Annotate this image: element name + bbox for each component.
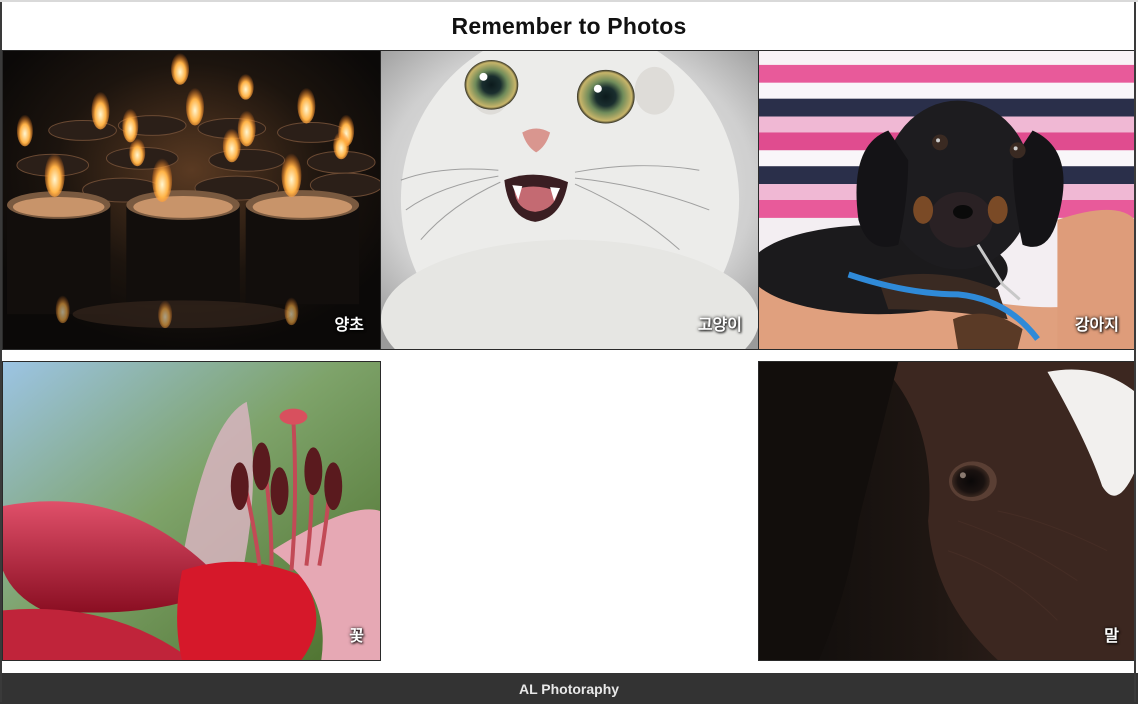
photo-tile-horse[interactable]: 말 xyxy=(758,361,1136,661)
photo-caption: 꽃 xyxy=(349,626,364,645)
photo-tile-cat[interactable]: 고양이 xyxy=(380,50,759,350)
page-footer: AL Photoraphy xyxy=(0,673,1138,704)
horse-photo xyxy=(759,362,1135,660)
flower-photo xyxy=(3,362,380,660)
page-header: Remember to Photos xyxy=(0,2,1138,50)
photo-caption: 말 xyxy=(1104,626,1119,645)
photo-tile-flower[interactable]: 꽃 xyxy=(2,361,381,661)
cat-photo xyxy=(381,51,758,349)
photo-caption: 고양이 xyxy=(697,315,742,334)
candles-photo xyxy=(3,51,380,349)
footer-text: AL Photoraphy xyxy=(518,680,620,697)
top-edge-line xyxy=(0,0,1138,2)
photo-tile-candles[interactable]: 양초 xyxy=(2,50,381,350)
photo-caption: 강아지 xyxy=(1074,315,1119,334)
photo-caption: 양초 xyxy=(334,315,364,334)
puppy-photo xyxy=(759,51,1135,349)
photo-tile-puppy[interactable]: 강아지 xyxy=(758,50,1136,350)
page-title: Remember to Photos xyxy=(451,12,687,39)
